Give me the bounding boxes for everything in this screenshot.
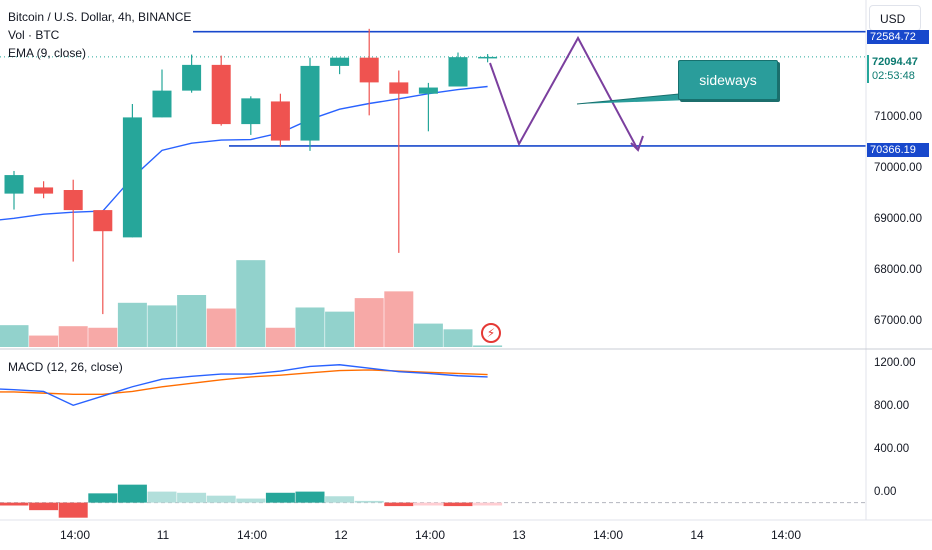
volume-bar (29, 335, 59, 347)
candle-body (241, 98, 261, 125)
volume-bar (325, 311, 355, 347)
volume-bar (117, 302, 147, 347)
x-tick-label: 14:00 (59, 528, 91, 542)
symbol-title: Bitcoin / U.S. Dollar, 4h, BINANCE (8, 10, 192, 24)
macd-y-tick-label: 400.00 (874, 443, 910, 455)
ema-series-line (0, 85, 488, 221)
macd-histogram-bar (413, 502, 443, 506)
candle-body (4, 175, 24, 194)
macd-panel (0, 364, 866, 518)
candle-body (389, 82, 409, 94)
x-tick-label: 14 (690, 528, 704, 542)
macd-histogram-bar (354, 500, 384, 503)
candlesticks (4, 28, 498, 315)
currency-button[interactable]: USD (869, 5, 921, 31)
candle-body (34, 187, 54, 194)
volume-bar (206, 308, 236, 347)
lightning-icon[interactable]: ⚡ (481, 323, 501, 343)
candle-body (122, 117, 142, 238)
level-price-tag-bottom: 70366.19 (867, 143, 929, 157)
candle-body (300, 65, 320, 141)
macd-histogram-bar (177, 492, 207, 503)
x-tick-label: 14:00 (414, 528, 446, 542)
volume-bar (473, 345, 503, 347)
candle-body (448, 57, 468, 87)
macd-histogram-bar (29, 502, 59, 511)
macd-y-tick-label: 0.00 (874, 486, 897, 498)
macd-histogram-bar (0, 502, 29, 506)
macd-histogram-bar (236, 498, 266, 503)
y-tick-label: 71000.00 (874, 111, 922, 123)
candle-body (93, 210, 113, 232)
x-tick-label: 14:00 (592, 528, 624, 542)
ema-legend: EMA (9, close) (8, 46, 87, 60)
candle-body (359, 57, 379, 83)
volume-bar (354, 298, 384, 347)
volume-bar (413, 323, 443, 347)
candle-body (478, 56, 498, 59)
volume-legend: Vol · BTC (8, 28, 60, 42)
candle-body (63, 190, 83, 211)
projection-arrowhead (630, 135, 644, 152)
macd-histogram-bar (325, 496, 355, 503)
macd-histogram-bar (206, 495, 236, 503)
y-tick-label: 67000.00 (874, 315, 922, 327)
x-tick-label: 12 (334, 528, 348, 542)
macd-histogram-bar (147, 491, 177, 503)
x-tick-label: 11 (156, 528, 170, 542)
level-price-tag-top: 72584.72 (867, 30, 929, 44)
volume-bar (0, 325, 29, 347)
y-tick-label: 70000.00 (874, 162, 922, 174)
candle-body (182, 64, 202, 91)
volume-bar (265, 327, 295, 347)
candle-body (270, 101, 290, 141)
macd-histogram-bar (88, 493, 118, 503)
volume-bar (295, 307, 325, 347)
macd-y-tick-label: 1200.00 (874, 357, 916, 369)
volume-bar (177, 295, 207, 347)
current-price-tag: 72094.47 (867, 55, 929, 69)
volume-bar (58, 326, 88, 347)
ema-line (0, 85, 488, 221)
horizontal-levels (0, 30, 866, 147)
candle-body (330, 57, 350, 66)
volume-bar (88, 327, 118, 347)
candle-body (152, 90, 172, 118)
volume-bar (147, 305, 177, 347)
y-tick-label: 69000.00 (874, 213, 922, 225)
candle-body (418, 87, 438, 94)
volume-bar (384, 291, 414, 347)
macd-histogram-bar (443, 502, 473, 507)
macd-histogram-bar (58, 502, 88, 518)
x-tick-label: 14:00 (770, 528, 802, 542)
x-tick-label: 13 (512, 528, 526, 542)
macd-histogram-bar (384, 502, 414, 507)
macd-line (0, 364, 488, 407)
countdown-tag: 02:53:48 (867, 69, 929, 83)
macd-y-tick-label: 800.00 (874, 400, 910, 412)
macd-legend: MACD (12, 26, close) (8, 360, 123, 374)
volume-bars (0, 260, 503, 347)
macd-histogram-bar (295, 491, 325, 503)
callout-pointer (576, 92, 691, 105)
volume-bar (443, 329, 473, 347)
x-tick-label: 14:00 (236, 528, 268, 542)
y-tick-label: 68000.00 (874, 264, 922, 276)
macd-histogram-bar (473, 502, 503, 506)
candle-body (211, 64, 231, 125)
macd-histogram-bar (265, 492, 295, 503)
sideways-annotation[interactable]: sideways (678, 60, 778, 100)
volume-bar (236, 260, 266, 347)
projection-drawing (489, 35, 691, 152)
macd-histogram-bar (117, 484, 147, 503)
projection-zigzag (489, 35, 639, 151)
axes (0, 0, 932, 521)
